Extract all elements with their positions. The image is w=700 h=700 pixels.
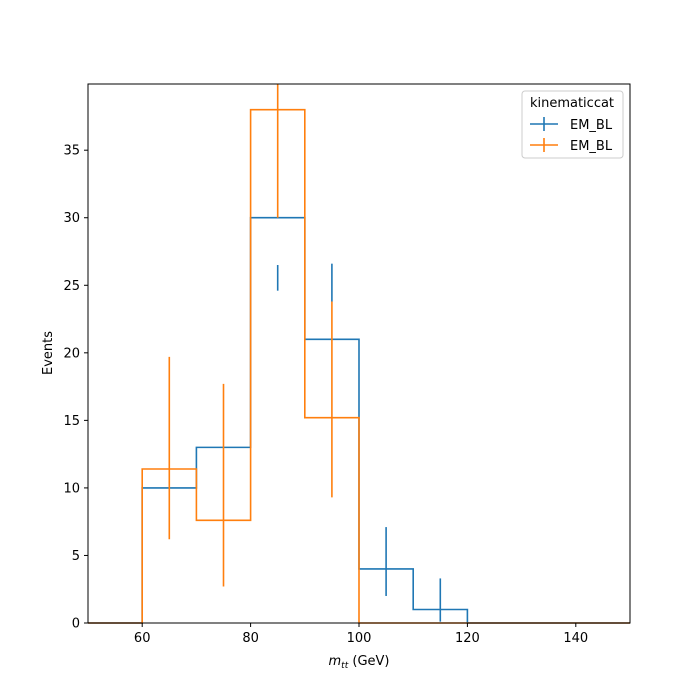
legend-title: kinematiccat (530, 96, 614, 111)
x-axis-label: mtt (GeV) (329, 654, 390, 671)
y-tick-label: 15 (63, 414, 80, 429)
y-tick-label: 5 (72, 549, 80, 564)
legend-item: EM_BL (530, 138, 613, 154)
legend-item: EM_BL (530, 117, 613, 133)
x-axis-ticks: 60 80 100 120 140 (134, 623, 588, 646)
legend-entries: EM_BL EM_BL (530, 117, 613, 154)
y-tick-label: 35 (63, 144, 80, 159)
y-tick-label: 30 (63, 211, 80, 226)
legend-label: EM_BL (570, 139, 613, 154)
y-tick-label: 10 (63, 481, 80, 496)
x-tick-label: 120 (455, 631, 480, 646)
legend-label: EM_BL (570, 118, 613, 133)
x-tick-label: 60 (134, 631, 151, 646)
axes-frame (87, 83, 631, 624)
y-axis-label: Events (41, 331, 56, 375)
y-tick-label: 25 (63, 279, 80, 294)
legend: kinematiccat EM_BL EM_BL (521, 90, 624, 159)
x-tick-label: 100 (347, 631, 372, 646)
y-tick-label: 0 (72, 617, 80, 632)
y-axis-ticks: 0 5 10 15 20 25 30 35 (63, 144, 88, 632)
y-tick-label: 20 (63, 346, 80, 361)
x-tick-label: 140 (563, 631, 588, 646)
x-tick-label: 80 (242, 631, 259, 646)
legend-box (521, 90, 624, 159)
